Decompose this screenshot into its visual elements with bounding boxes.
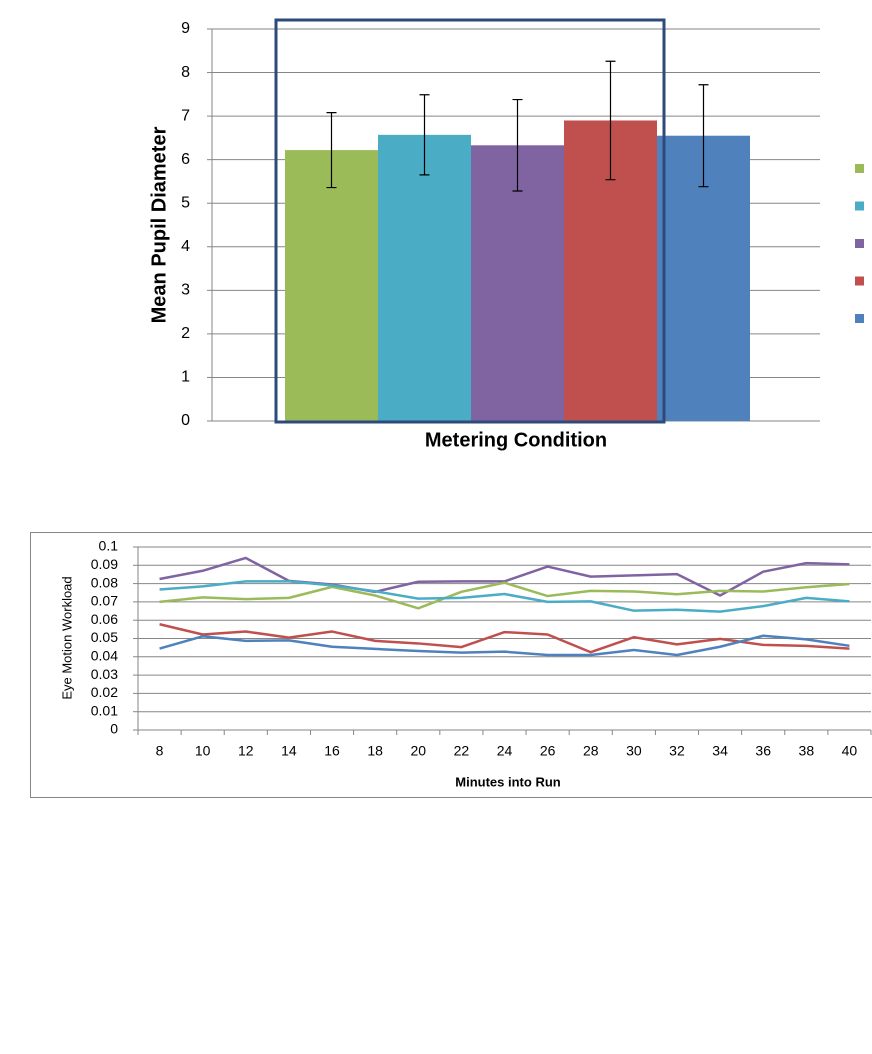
y-tick-label: 0.03 <box>91 666 118 682</box>
line-series <box>159 580 850 613</box>
legend-swatch <box>855 164 864 173</box>
x-tick-label: 28 <box>583 743 599 759</box>
x-tick-label: 14 <box>281 743 297 759</box>
y-tick-label: 0.05 <box>91 629 118 645</box>
y-tick-label: 5 <box>181 194 190 211</box>
y-tick-label: 0.04 <box>91 648 118 664</box>
x-tick-label: 22 <box>454 743 470 759</box>
x-tick-label: 8 <box>156 743 164 759</box>
bar <box>378 134 471 421</box>
x-tick-label: 24 <box>497 743 513 759</box>
error-bar <box>698 84 709 188</box>
y-axis-title: Eye Motion Workload <box>59 576 74 699</box>
highlight-box <box>274 18 666 424</box>
x-axis-title: Minutes into Run <box>455 774 560 789</box>
y-tick-label: 8 <box>181 64 190 81</box>
x-tick-label: 30 <box>626 743 642 759</box>
line-series <box>159 623 850 654</box>
x-tick-label: 18 <box>367 743 383 759</box>
y-axis-title: Mean Pupil Diameter <box>148 126 170 323</box>
line-series <box>159 581 850 610</box>
legend-swatch <box>855 276 864 286</box>
line-series <box>159 556 850 597</box>
x-tick-label: 40 <box>842 743 858 759</box>
x-tick-label: 20 <box>410 743 426 759</box>
x-tick-label: 16 <box>324 743 340 759</box>
legend-swatch <box>855 239 864 248</box>
x-axis-title: Metering Condition <box>425 429 607 451</box>
x-tick-label: 38 <box>799 743 815 759</box>
y-tick-label: 0 <box>181 412 190 429</box>
x-tick-label: 12 <box>238 743 254 759</box>
y-tick-label: 0.08 <box>91 574 118 590</box>
y-tick-label: 2 <box>181 325 190 342</box>
x-tick-label: 32 <box>669 743 685 759</box>
error-bar <box>512 98 523 192</box>
line-series <box>159 634 850 657</box>
y-tick-label: 0.09 <box>91 556 118 572</box>
x-tick-label: 10 <box>195 743 211 759</box>
error-bar <box>419 94 430 176</box>
y-tick-label: 6 <box>181 151 190 168</box>
y-tick-label: 0.01 <box>91 702 118 718</box>
y-tick-label: 7 <box>181 107 190 124</box>
x-tick-label: 34 <box>712 743 728 759</box>
error-bar <box>605 60 616 181</box>
y-tick-label: 9 <box>181 20 190 37</box>
y-tick-label: 3 <box>181 282 190 299</box>
y-tick-label: 0.06 <box>91 611 118 627</box>
error-bar <box>326 112 337 189</box>
x-tick-label: 36 <box>755 743 771 759</box>
bar <box>285 150 378 421</box>
legend-swatch <box>855 314 864 323</box>
y-tick-label: 0.07 <box>91 593 118 609</box>
y-tick-label: 1 <box>181 369 190 386</box>
legend-swatch <box>855 201 864 211</box>
y-tick-label: 0.02 <box>91 684 118 700</box>
y-tick-label: 0.1 <box>99 538 119 554</box>
y-tick-label: 0 <box>110 721 118 737</box>
y-tick-label: 4 <box>181 238 190 255</box>
x-tick-label: 26 <box>540 743 556 759</box>
